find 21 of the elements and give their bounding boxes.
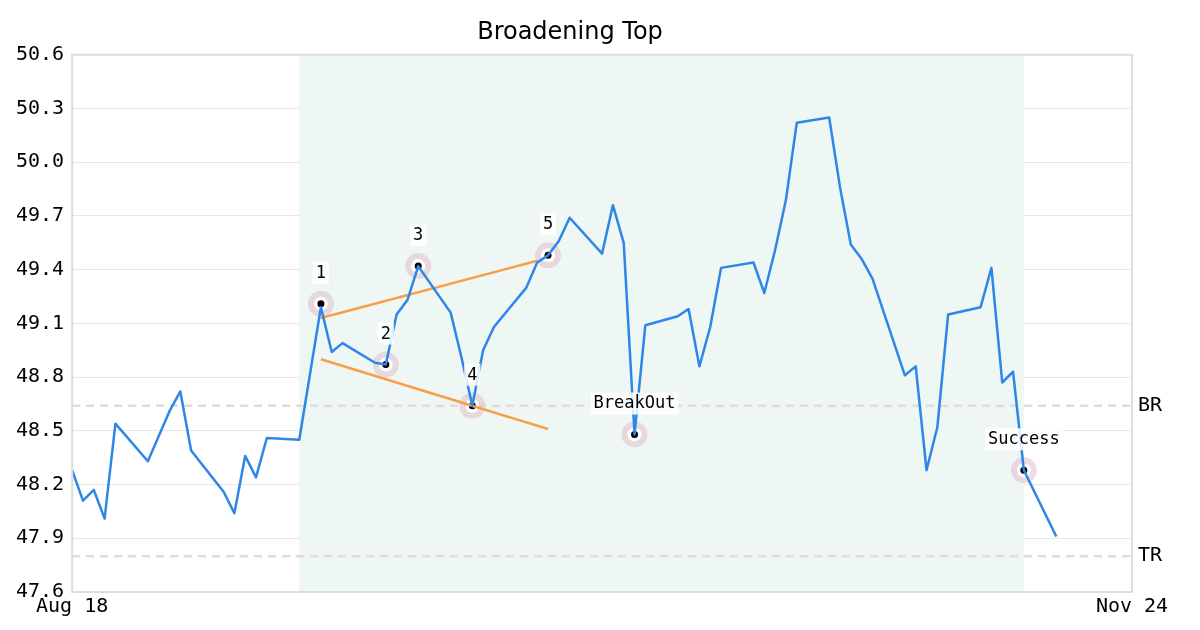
ref-line-label: BR: [1138, 391, 1164, 416]
y-tick-label: 49.4: [15, 255, 65, 280]
y-tick-label: 47.9: [15, 524, 65, 549]
y-tick-label: 48.8: [15, 363, 65, 388]
y-tick-label: 50.0: [15, 148, 65, 173]
y-tick-label: 48.5: [15, 417, 65, 442]
y-tick-label: 48.2: [15, 470, 65, 495]
annotation: 2: [380, 322, 391, 343]
x-tick-label: Nov 24: [1095, 593, 1169, 618]
y-tick-label: 49.7: [15, 202, 65, 227]
y-tick-label: 50.3: [15, 94, 65, 119]
ref-line-label: TR: [1138, 542, 1164, 567]
chart-title: Broadening Top: [477, 16, 663, 45]
y-tick-label: 49.1: [15, 309, 65, 334]
annotation: BreakOut: [593, 392, 676, 413]
annotation: 5: [542, 213, 554, 234]
annotation: 3: [413, 224, 424, 245]
annotation: 1: [315, 261, 327, 282]
y-tick-label: 50.6: [15, 41, 65, 65]
annotation: Success: [988, 428, 1060, 449]
annotation: 4: [467, 363, 478, 384]
